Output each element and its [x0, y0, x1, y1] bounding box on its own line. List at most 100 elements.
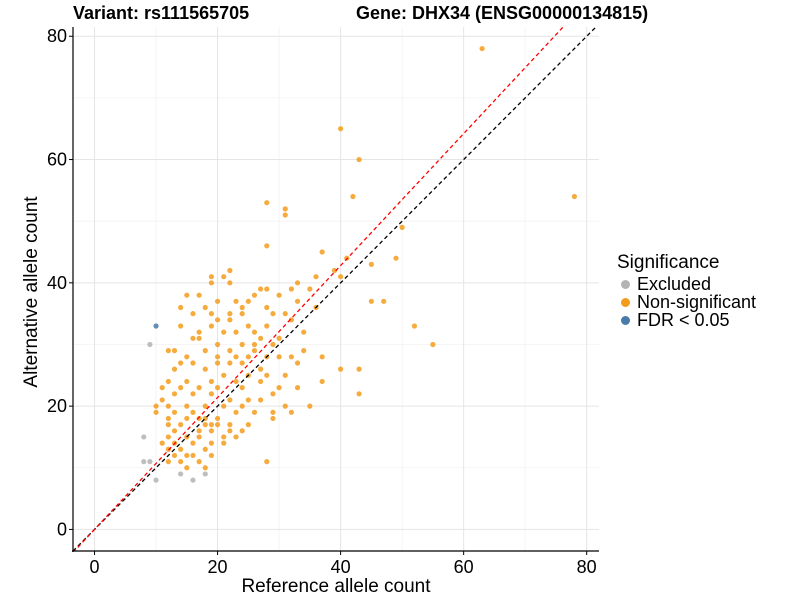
data-point-non-significant — [184, 378, 190, 385]
data-point-non-significant — [307, 403, 313, 409]
data-point-non-significant — [233, 409, 239, 415]
data-point-non-significant — [214, 298, 221, 304]
data-point-non-significant — [258, 286, 264, 292]
data-point-non-significant — [264, 200, 270, 206]
data-point-non-significant — [184, 403, 190, 409]
data-point-fdr-0-05 — [153, 323, 159, 329]
data-point-non-significant — [393, 255, 399, 261]
data-point-non-significant — [239, 311, 245, 317]
data-point-non-significant — [227, 422, 233, 428]
legend-item-fdr: FDR < 0.05 — [617, 310, 756, 330]
data-point-non-significant — [227, 360, 233, 366]
data-point-non-significant — [276, 354, 282, 360]
x-tick-label: 60 — [454, 557, 474, 577]
y-tick-label: 0 — [57, 519, 67, 539]
data-point-non-significant — [159, 440, 165, 446]
data-point-non-significant — [178, 304, 184, 311]
data-point-non-significant — [251, 329, 258, 335]
legend-title: Significance — [617, 252, 720, 273]
data-point-non-significant — [294, 385, 301, 391]
data-point-non-significant — [171, 452, 178, 459]
data-point-non-significant — [270, 391, 276, 397]
data-point-non-significant — [221, 329, 227, 335]
data-point-non-significant — [171, 428, 178, 434]
data-point-non-significant — [233, 329, 239, 335]
data-point-excluded — [202, 471, 208, 477]
data-point-non-significant — [221, 274, 227, 280]
data-point-non-significant — [184, 354, 190, 360]
y-tick-label: 80 — [47, 26, 67, 46]
data-point-non-significant — [208, 311, 215, 317]
data-point-non-significant — [202, 348, 208, 354]
data-point-non-significant — [227, 311, 233, 317]
data-point-non-significant — [159, 397, 165, 403]
legend-label-excluded: Excluded — [637, 273, 712, 294]
data-point-non-significant — [202, 304, 208, 311]
data-point-non-significant — [196, 292, 202, 298]
data-point-non-significant — [331, 267, 338, 274]
data-point-non-significant — [190, 440, 196, 446]
data-point-non-significant — [202, 403, 208, 409]
data-point-non-significant — [356, 366, 362, 372]
data-point-non-significant — [307, 286, 313, 292]
y-tick-label: 40 — [47, 273, 67, 293]
data-point-non-significant — [313, 274, 319, 280]
x-tick-label: 80 — [577, 557, 597, 577]
data-point-non-significant — [227, 317, 233, 323]
data-point-non-significant — [165, 415, 171, 422]
data-point-non-significant — [270, 409, 276, 415]
data-point-non-significant — [319, 354, 325, 360]
data-point-non-significant — [245, 397, 251, 403]
x-axis-title: Reference allele count — [241, 576, 431, 597]
data-point-non-significant — [239, 385, 245, 391]
data-point-non-significant — [294, 280, 301, 286]
data-point-non-significant — [239, 304, 245, 311]
data-point-non-significant — [288, 409, 294, 415]
data-point-non-significant — [178, 360, 184, 366]
data-point-non-significant — [214, 415, 221, 422]
data-point-non-significant — [171, 348, 178, 354]
data-point-non-significant — [399, 224, 405, 230]
data-point-non-significant — [214, 354, 221, 360]
data-point-non-significant — [178, 459, 184, 465]
data-point-excluded — [141, 434, 147, 440]
data-point-non-significant — [258, 378, 264, 385]
data-point-non-significant — [196, 385, 202, 391]
data-point-non-significant — [338, 366, 344, 372]
x-tick-label: 20 — [208, 557, 228, 577]
data-point-non-significant — [356, 391, 362, 397]
legend-label-non-significant: Non-significant — [637, 291, 757, 312]
data-point-non-significant — [214, 360, 221, 366]
data-point-non-significant — [288, 286, 294, 292]
data-point-non-significant — [239, 341, 245, 348]
legend: Significance Excluded Non-significant FD… — [617, 252, 757, 330]
data-point-non-significant — [571, 193, 577, 200]
data-point-non-significant — [430, 341, 436, 348]
data-point-non-significant — [159, 385, 165, 391]
data-point-non-significant — [171, 409, 178, 415]
y-tick-label: 60 — [47, 150, 67, 170]
data-point-non-significant — [190, 391, 196, 397]
data-point-non-significant — [221, 434, 227, 440]
data-point-non-significant — [381, 298, 387, 304]
data-point-non-significant — [196, 329, 202, 335]
data-point-non-significant — [178, 446, 184, 452]
data-point-non-significant — [233, 434, 239, 440]
data-point-non-significant — [196, 459, 202, 465]
data-point-non-significant — [294, 360, 301, 366]
data-point-non-significant — [251, 341, 258, 348]
data-point-non-significant — [178, 422, 184, 428]
data-point-non-significant — [282, 206, 288, 212]
data-point-excluded — [190, 477, 196, 483]
data-point-non-significant — [264, 372, 270, 378]
data-point-non-significant — [214, 317, 221, 323]
data-point-non-significant — [153, 409, 159, 415]
data-point-non-significant — [282, 403, 288, 409]
data-point-excluded — [153, 477, 159, 483]
data-point-non-significant — [227, 397, 233, 403]
data-point-non-significant — [258, 366, 264, 372]
data-point-non-significant — [270, 311, 276, 317]
data-point-non-significant — [208, 378, 215, 385]
data-point-non-significant — [233, 354, 239, 360]
